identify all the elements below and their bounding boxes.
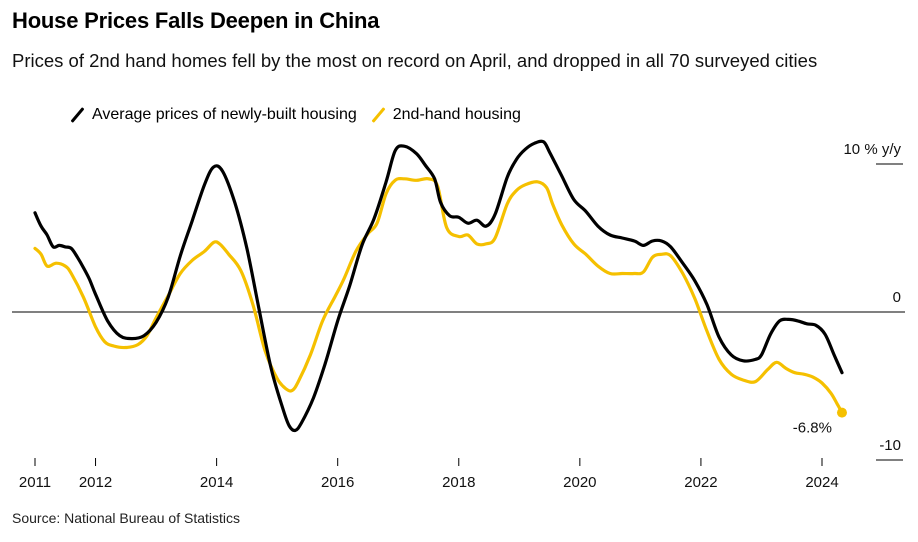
chart-subtitle: Prices of 2nd hand homes fell by the mos… bbox=[12, 50, 818, 71]
legend-item-second-hand-housing: 2nd-hand housing bbox=[371, 106, 521, 124]
y-axis-layer: 10 % y/y 0 -10 bbox=[12, 141, 905, 461]
legend: Average prices of newly-built housing 2n… bbox=[70, 106, 535, 124]
x-tick-label-6: 2022 bbox=[684, 474, 717, 491]
source-note: Source: National Bureau of Statistics bbox=[12, 510, 241, 526]
series-line-new-housing bbox=[33, 139, 844, 433]
y-tick-label-2: -10 bbox=[879, 437, 901, 454]
series-layer bbox=[33, 139, 844, 433]
annotation-layer: -6.8% bbox=[793, 407, 847, 437]
legend-item-new-housing: Average prices of newly-built housing bbox=[70, 106, 357, 124]
legend-label-second-hand-housing: 2nd-hand housing bbox=[392, 106, 521, 123]
end-point-dot bbox=[836, 407, 847, 418]
x-axis-layer: 2011 2012 2014 2016 2018 2020 2022 2024 bbox=[19, 458, 839, 491]
x-tick-label-4: 2018 bbox=[442, 474, 475, 491]
x-tick-label-2: 2014 bbox=[200, 474, 233, 491]
series-line-second-hand-housing bbox=[33, 176, 844, 415]
x-tick-label-5: 2020 bbox=[563, 474, 596, 491]
chart-title: House Prices Falls Deepen in China bbox=[12, 8, 380, 33]
x-tick-label-1: 2012 bbox=[79, 474, 112, 491]
x-tick-label-0: 2011 bbox=[19, 474, 51, 491]
x-tick-label-7: 2024 bbox=[805, 474, 838, 491]
annotation-label: -6.8% bbox=[793, 420, 832, 437]
y-tick-label-1: 0 bbox=[893, 289, 901, 306]
y-tick-label-0: 10 % y/y bbox=[843, 141, 901, 158]
x-tick-label-3: 2016 bbox=[321, 474, 354, 491]
legend-label-new-housing: Average prices of newly-built housing bbox=[92, 106, 357, 123]
